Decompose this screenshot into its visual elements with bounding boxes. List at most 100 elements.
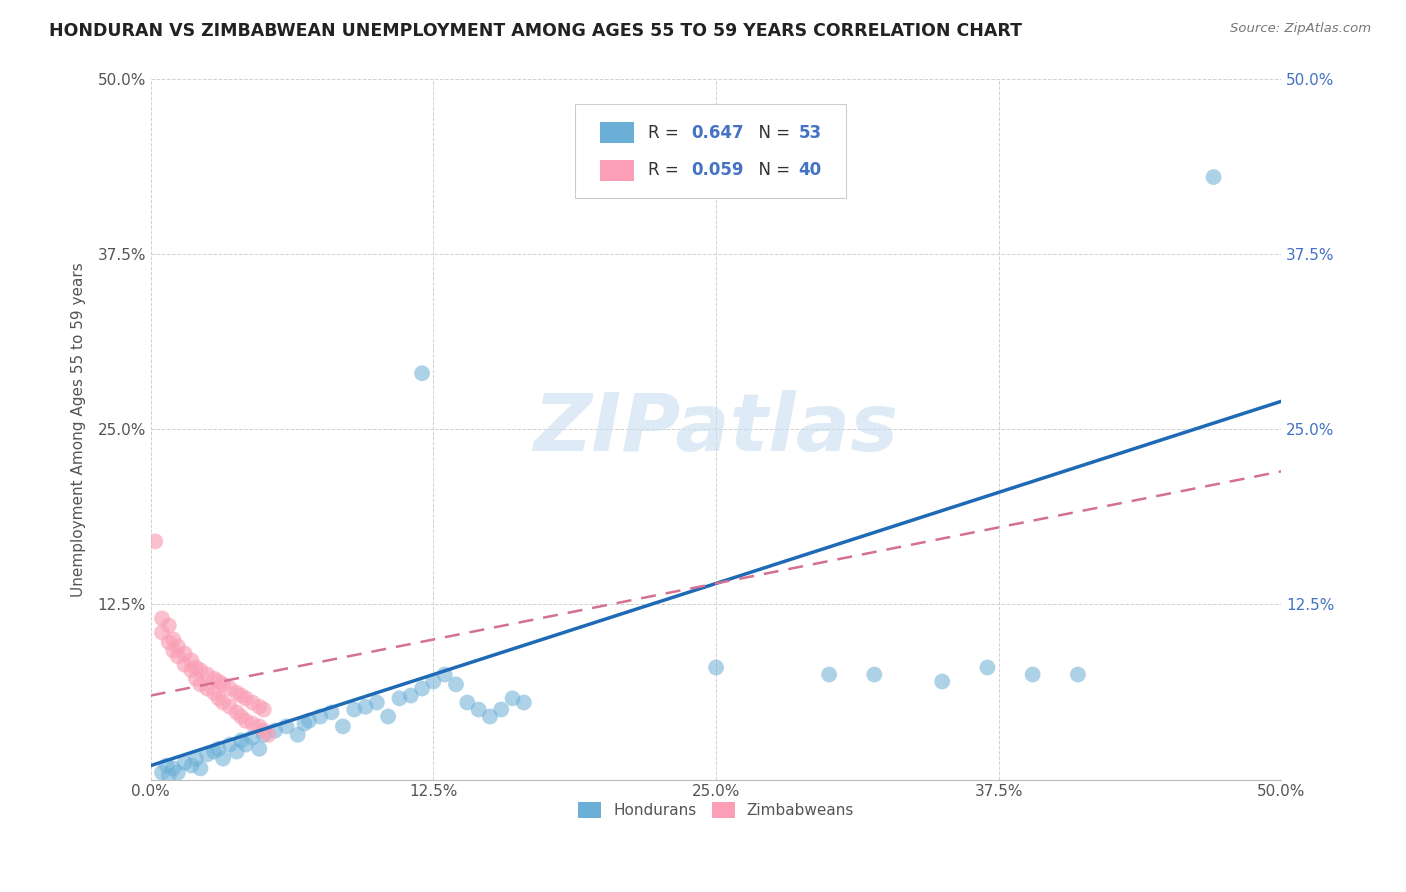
Point <box>399 689 422 703</box>
Y-axis label: Unemployment Among Ages 55 to 59 years: Unemployment Among Ages 55 to 59 years <box>72 262 86 597</box>
Text: 40: 40 <box>799 161 821 179</box>
Point <box>931 674 953 689</box>
Point <box>247 719 270 733</box>
Point <box>354 699 377 714</box>
Point <box>212 751 235 765</box>
Point <box>157 618 180 632</box>
Point <box>150 765 173 780</box>
Legend: Hondurans, Zimbabweans: Hondurans, Zimbabweans <box>572 797 860 824</box>
Point <box>235 738 257 752</box>
Point <box>343 702 366 716</box>
Point <box>257 728 280 742</box>
Point <box>247 741 270 756</box>
Point <box>162 643 184 657</box>
Point <box>166 765 188 780</box>
Point <box>976 660 998 674</box>
Point <box>309 709 332 723</box>
Point <box>162 632 184 647</box>
Point <box>422 674 444 689</box>
Point <box>157 768 180 782</box>
Text: 0.059: 0.059 <box>692 161 744 179</box>
Point <box>190 663 212 677</box>
Point <box>155 758 177 772</box>
Point <box>207 741 229 756</box>
Point <box>202 745 225 759</box>
Point <box>478 709 501 723</box>
Point <box>143 534 166 549</box>
Point <box>207 674 229 689</box>
Point <box>1021 667 1043 681</box>
Point <box>253 723 276 738</box>
Point <box>253 728 276 742</box>
Text: Source: ZipAtlas.com: Source: ZipAtlas.com <box>1230 22 1371 36</box>
Point <box>242 696 264 710</box>
Point <box>235 691 257 706</box>
Point <box>863 667 886 681</box>
Point <box>231 709 253 723</box>
Point <box>212 677 235 691</box>
Point <box>166 649 188 664</box>
Point <box>294 716 316 731</box>
Point <box>235 714 257 728</box>
Point <box>1067 667 1090 681</box>
Point <box>195 747 218 762</box>
Point <box>332 719 354 733</box>
Text: ZIPatlas: ZIPatlas <box>533 391 898 468</box>
Point <box>212 696 235 710</box>
Point <box>150 625 173 640</box>
Point <box>173 756 195 770</box>
Text: HONDURAN VS ZIMBABWEAN UNEMPLOYMENT AMONG AGES 55 TO 59 YEARS CORRELATION CHART: HONDURAN VS ZIMBABWEAN UNEMPLOYMENT AMON… <box>49 22 1022 40</box>
Text: N =: N = <box>748 161 794 179</box>
Point <box>190 761 212 775</box>
FancyBboxPatch shape <box>599 122 634 144</box>
Point <box>195 667 218 681</box>
Point <box>433 667 456 681</box>
Point <box>287 728 309 742</box>
Text: R =: R = <box>648 161 685 179</box>
Point <box>264 723 287 738</box>
Point <box>818 667 841 681</box>
Point <box>377 709 399 723</box>
Point <box>704 660 727 674</box>
FancyBboxPatch shape <box>575 103 846 198</box>
Point <box>298 714 321 728</box>
Point <box>180 663 202 677</box>
Point <box>184 751 207 765</box>
Point <box>166 640 188 654</box>
Point <box>218 738 240 752</box>
Text: 53: 53 <box>799 124 821 142</box>
Point <box>513 696 536 710</box>
Point <box>1202 170 1225 185</box>
Point <box>231 733 253 747</box>
Point <box>184 660 207 674</box>
Point <box>173 647 195 661</box>
Point <box>207 691 229 706</box>
Point <box>180 653 202 667</box>
Point <box>190 677 212 691</box>
Point <box>242 716 264 731</box>
Point <box>202 686 225 700</box>
Point <box>489 702 512 716</box>
Point <box>411 681 433 696</box>
Point <box>184 672 207 686</box>
Point <box>195 681 218 696</box>
Point <box>456 696 478 710</box>
Point <box>253 702 276 716</box>
Point <box>247 699 270 714</box>
Text: 0.647: 0.647 <box>692 124 744 142</box>
Point <box>225 686 247 700</box>
Point <box>202 672 225 686</box>
Point <box>157 635 180 649</box>
Point <box>218 681 240 696</box>
Point <box>467 702 489 716</box>
Point <box>366 696 388 710</box>
Point <box>162 761 184 775</box>
Point <box>321 706 343 720</box>
Point <box>180 758 202 772</box>
Point <box>231 689 253 703</box>
Text: R =: R = <box>648 124 685 142</box>
Text: N =: N = <box>748 124 794 142</box>
FancyBboxPatch shape <box>599 160 634 180</box>
Point <box>218 699 240 714</box>
Point <box>502 691 524 706</box>
